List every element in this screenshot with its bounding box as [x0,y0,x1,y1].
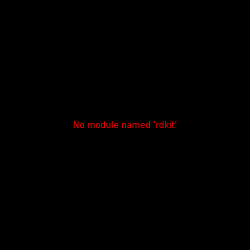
Text: No module named 'rdkit': No module named 'rdkit' [73,120,177,130]
